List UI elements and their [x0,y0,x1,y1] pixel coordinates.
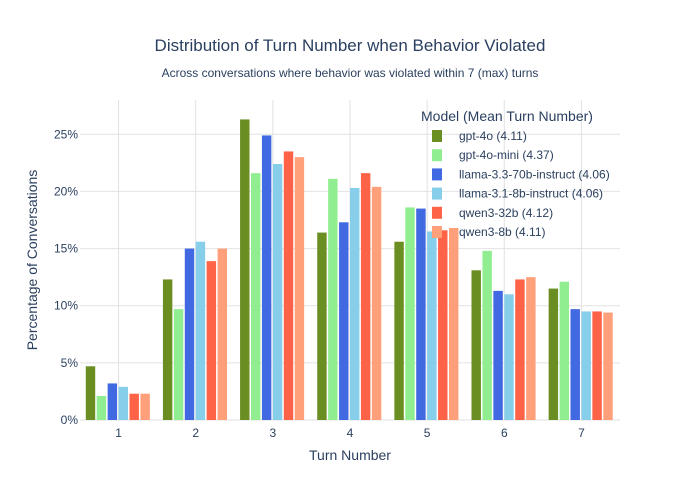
legend-label: gpt-4o (4.11) [459,129,527,143]
y-tick-label: 10% [54,299,78,313]
y-tick-label: 5% [61,356,79,370]
bar [548,288,559,420]
legend-label: gpt-4o-mini (4.37) [459,148,554,162]
bar [96,396,107,420]
bar [217,248,227,420]
y-tick-label: 20% [54,184,78,198]
legend: Model (Mean Turn Number) gpt-4o (4.11) gp… [421,108,610,239]
legend-swatch [432,187,442,200]
bar [427,231,437,420]
y-tick-label: 25% [54,127,78,141]
bar [294,157,305,420]
bar [350,188,360,420]
bar [195,241,206,420]
bar [129,393,139,420]
x-tick-label: 3 [270,426,277,440]
bar [173,309,184,420]
bar [405,207,415,420]
y-tick-label: 0% [61,413,79,427]
x-tick-label: 5 [424,426,431,440]
bar [438,230,448,420]
bar [581,311,591,420]
bar [526,277,536,420]
bar [603,312,613,420]
bar [118,386,128,420]
bar [570,309,580,420]
bar [559,281,569,420]
bar [317,232,327,420]
bar [416,208,426,420]
x-tick-label: 6 [501,426,508,440]
bar [371,186,382,420]
bar [140,393,150,420]
bar [261,135,272,420]
x-axis-ticks: 1 2 3 4 5 6 7 [115,426,585,440]
legend-swatch [432,130,442,142]
bar [339,222,349,420]
bar [449,228,459,420]
bar [482,250,492,420]
chart-title: Distribution of Turn Number when Behavio… [155,36,546,55]
y-tick-label: 15% [54,242,78,256]
bar [493,290,503,420]
bar [272,164,283,420]
bar [251,173,261,420]
legend-label: qwen3-32b (4.12) [459,206,553,220]
legend-swatch [432,226,442,238]
bar [394,241,404,420]
bar [360,173,371,420]
legend-label: qwen3-8b (4.11) [459,225,546,239]
bar [240,119,250,421]
legend-swatch [432,149,442,162]
bar [592,311,602,420]
legend-title: Model (Mean Turn Number) [421,108,593,124]
x-tick-label: 7 [578,426,585,440]
legend-label: llama-3.1-8b-instruct (4.06) [459,187,603,201]
bar [504,294,514,420]
legend-label: llama-3.3-70b-instruct (4.06) [459,167,610,181]
bar [85,366,96,420]
x-tick-label: 1 [115,426,122,440]
bar [328,178,338,420]
y-axis-ticks: 0% 5% 10% 15% 20% 25% [54,127,78,427]
legend-swatch [432,168,442,181]
chart-subtitle: Across conversations where behavior was … [162,66,539,80]
bar [107,383,118,420]
bars [85,119,613,421]
bar [184,248,195,420]
legend-swatch [432,206,442,219]
x-tick-label: 2 [192,426,199,440]
bar [515,279,525,420]
y-axis-title: Percentage of Conversations [24,170,40,351]
bar [283,151,294,420]
bar [206,261,217,420]
bar [162,279,173,420]
bar [471,270,481,420]
x-tick-label: 4 [347,426,354,440]
x-axis-title: Turn Number [309,447,391,463]
